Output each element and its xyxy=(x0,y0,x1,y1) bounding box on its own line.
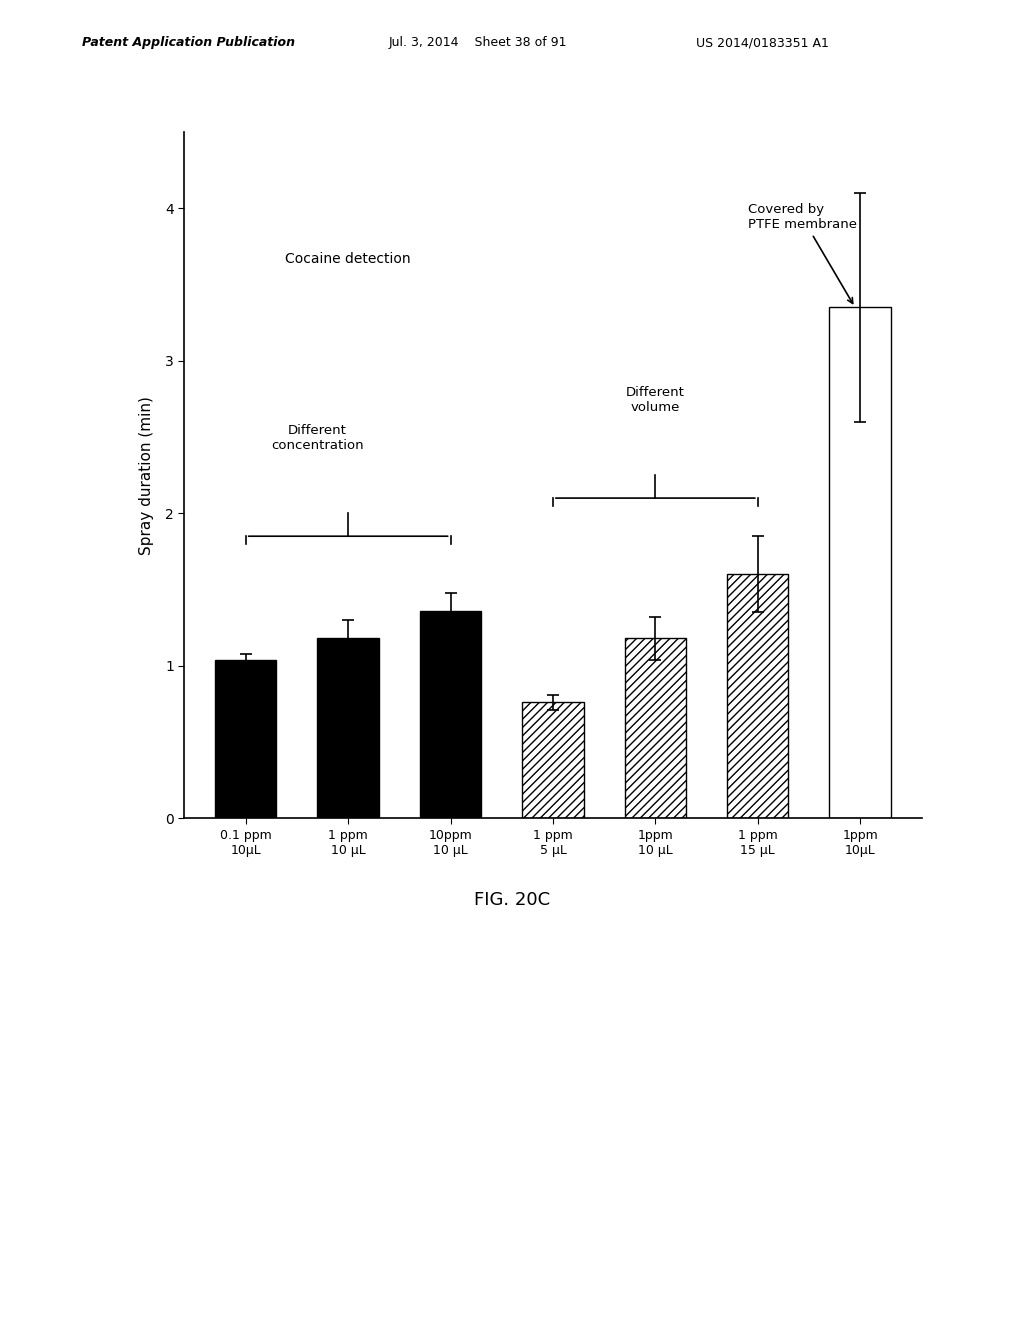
Text: Cocaine detection: Cocaine detection xyxy=(286,252,411,267)
Bar xyxy=(625,639,686,818)
Text: FIG. 20C: FIG. 20C xyxy=(474,891,550,909)
Bar xyxy=(829,308,891,818)
Text: Covered by
PTFE membrane: Covered by PTFE membrane xyxy=(748,203,856,304)
Y-axis label: Spray duration (min): Spray duration (min) xyxy=(139,396,154,554)
Text: Different
volume: Different volume xyxy=(626,387,685,414)
Bar xyxy=(522,702,584,818)
Bar xyxy=(727,574,788,818)
Bar xyxy=(420,611,481,818)
Text: Patent Application Publication: Patent Application Publication xyxy=(82,36,295,49)
Bar xyxy=(215,660,276,818)
Text: Jul. 3, 2014    Sheet 38 of 91: Jul. 3, 2014 Sheet 38 of 91 xyxy=(389,36,567,49)
Text: Different
concentration: Different concentration xyxy=(271,424,364,453)
Text: US 2014/0183351 A1: US 2014/0183351 A1 xyxy=(696,36,829,49)
Bar xyxy=(317,639,379,818)
